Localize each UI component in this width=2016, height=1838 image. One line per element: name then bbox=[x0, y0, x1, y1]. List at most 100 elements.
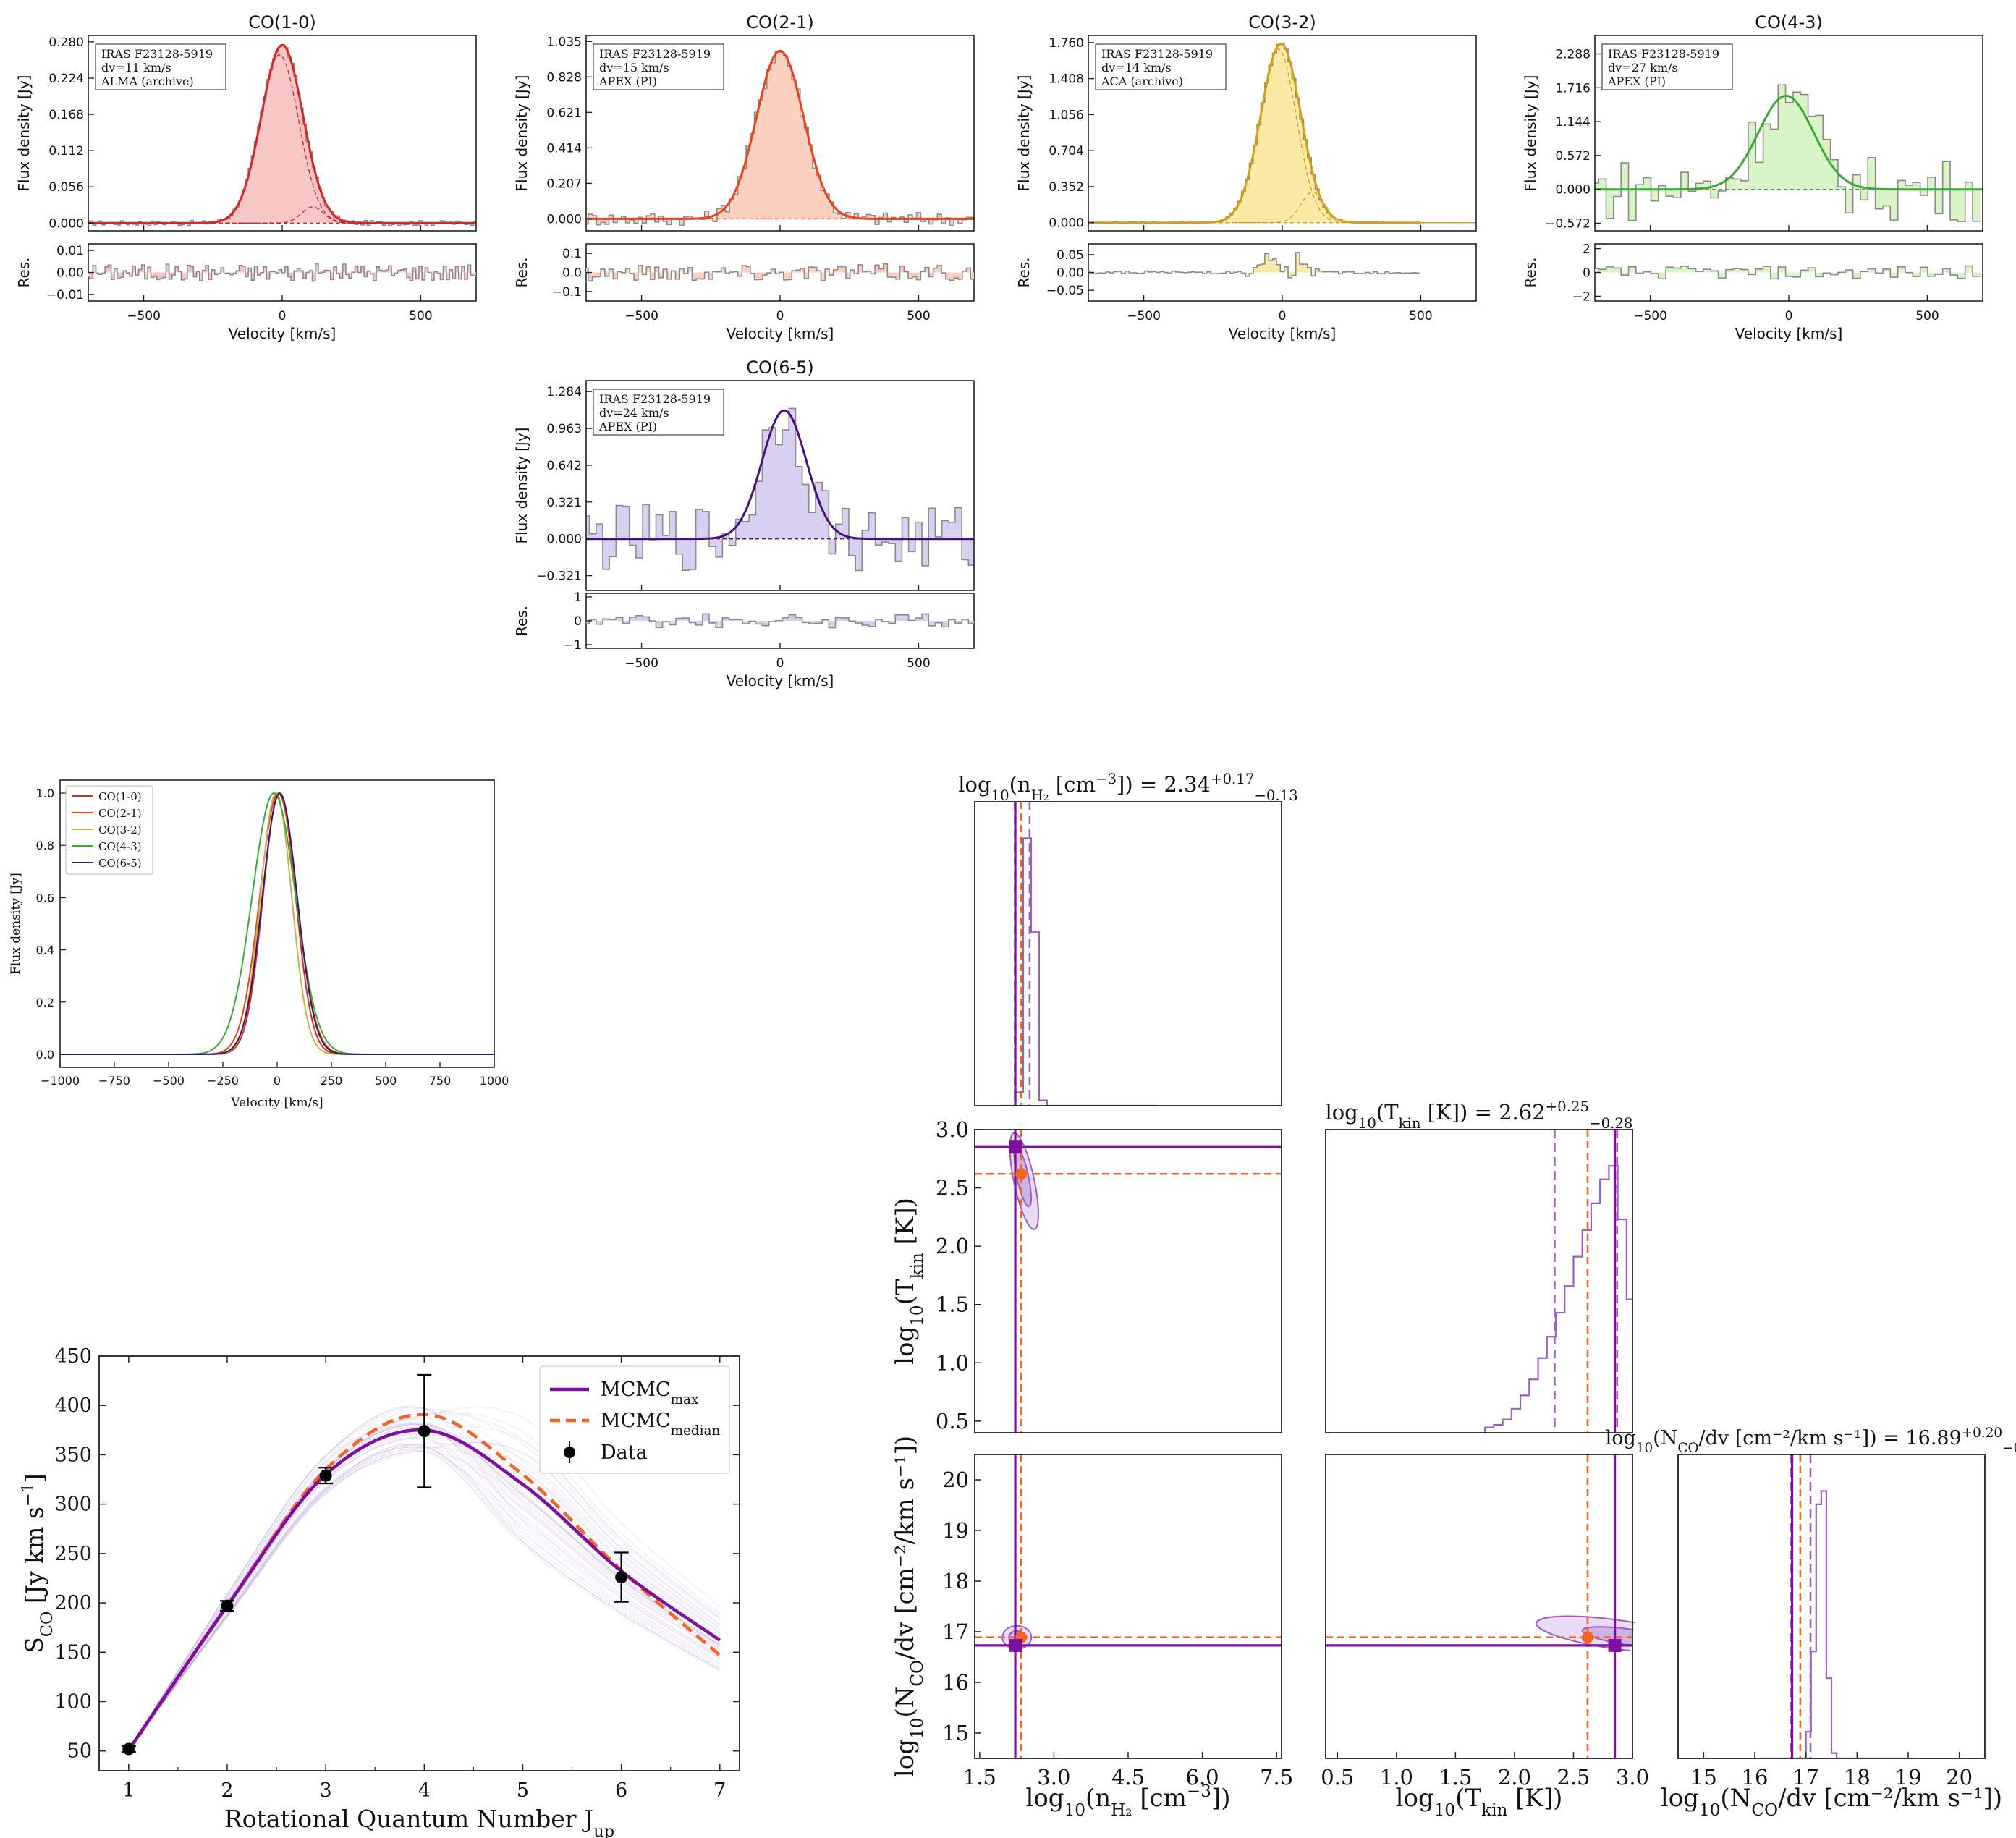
x-axis-label: Velocity [km/s] bbox=[727, 325, 834, 342]
y-tick-label: 0.828 bbox=[546, 70, 582, 85]
x-tick-label: −500 bbox=[624, 309, 658, 323]
x-tick-label: 0 bbox=[1785, 309, 1793, 323]
data-point bbox=[319, 1469, 332, 1482]
y-tick-label: 0.168 bbox=[48, 108, 84, 122]
y-tick-label: 18 bbox=[942, 1569, 969, 1593]
panel-title: CO(3-2) bbox=[1248, 12, 1316, 33]
mcmc-sample-line bbox=[128, 1433, 721, 1750]
axes-frame bbox=[1325, 1454, 1633, 1759]
res-tick-label: 0.0 bbox=[562, 266, 582, 281]
spectrum-fill bbox=[88, 44, 476, 226]
panel-title: CO(4-3) bbox=[1755, 12, 1823, 33]
info-box bbox=[1601, 43, 1733, 90]
corner-title-0: log10(nH₂ [cm−3]) = 2.34+0.17−0.13 bbox=[958, 771, 1298, 804]
x-tick-label: 17 bbox=[1792, 1765, 1819, 1790]
y-tick-label: 2.288 bbox=[1555, 48, 1591, 62]
residual-axis-label: Res. bbox=[1015, 257, 1033, 287]
y-tick-label: 15 bbox=[942, 1721, 969, 1745]
y-tick-label: 19 bbox=[942, 1518, 969, 1543]
histogram-steps bbox=[1760, 1490, 1914, 1758]
x-tick-label: −500 bbox=[1127, 309, 1161, 323]
res-tick-label: 0.00 bbox=[1056, 266, 1084, 281]
y-tick-label: 1.0 bbox=[936, 1350, 969, 1375]
x-tick-label: 6.0 bbox=[1186, 1765, 1219, 1790]
profile-line-4 bbox=[60, 792, 494, 1055]
x-tick-label: 500 bbox=[375, 1074, 397, 1088]
residual-axis-label: Res. bbox=[1522, 257, 1539, 287]
y-tick-label: 0.8 bbox=[36, 839, 54, 852]
x-tick-label: −500 bbox=[624, 656, 658, 671]
info-line: dv=11 km/s bbox=[101, 61, 171, 75]
x-tick-label: 16 bbox=[1742, 1765, 1769, 1790]
y-tick-label: 3.0 bbox=[936, 1117, 969, 1142]
corner-xlabel-0: log10(nH₂ [cm−3]) bbox=[1025, 1782, 1230, 1820]
y-tick-label: 2.0 bbox=[936, 1234, 969, 1258]
x-tick-label: 1000 bbox=[480, 1074, 509, 1088]
spectrum-panel-2: 0.000 0.352 0.704 1.056 1.408 1.760 −500 0 500 0.… bbox=[1015, 12, 1477, 342]
x-axis-label: Velocity [km/s] bbox=[230, 1096, 323, 1110]
mcmc-sample-line bbox=[128, 1441, 721, 1750]
max-marker bbox=[1009, 1140, 1022, 1154]
legend-box bbox=[539, 1365, 730, 1474]
mcmc-sample-line bbox=[128, 1437, 721, 1750]
mcmc-sample-line bbox=[128, 1444, 721, 1750]
res-tick-label: 0.00 bbox=[56, 266, 84, 281]
x-tick-label: 500 bbox=[1915, 309, 1939, 323]
x-tick-label: 18 bbox=[1844, 1765, 1871, 1790]
info-line: dv=15 km/s bbox=[599, 61, 669, 75]
y-tick-label: 0.963 bbox=[546, 422, 582, 436]
x-tick-label: −500 bbox=[153, 1074, 185, 1088]
panel-title: CO(1-0) bbox=[248, 12, 316, 33]
y-axis-label: Flux density [Jy] bbox=[15, 75, 33, 192]
info-line: APEX (PI) bbox=[598, 420, 657, 433]
y-tick-label: 1.284 bbox=[546, 385, 582, 399]
data-point bbox=[615, 1571, 628, 1584]
data-point bbox=[418, 1425, 431, 1438]
info-line: IRAS F23128-5919 bbox=[599, 392, 711, 406]
fit-total bbox=[586, 409, 974, 541]
x-tick-label: 2 bbox=[221, 1779, 233, 1802]
res-tick-label: 0 bbox=[1583, 266, 1591, 281]
res-tick-label: 1 bbox=[574, 590, 582, 605]
x-tick-label: 7.5 bbox=[1260, 1765, 1293, 1790]
corner-panel-0-0: log10(nH₂ [cm−3]) = 2.34+0.17−0.13 bbox=[958, 771, 1298, 1106]
x-tick-label: 0 bbox=[776, 656, 784, 671]
x-tick-label: −1000 bbox=[41, 1074, 80, 1088]
y-tick-label: 0.0 bbox=[36, 1048, 54, 1062]
legend-label: CO(3-2) bbox=[98, 823, 142, 837]
mcmc-sample-line bbox=[128, 1436, 721, 1750]
y-axis-label: Flux density [Jy] bbox=[1522, 75, 1539, 192]
mcmc-sample-line bbox=[128, 1447, 721, 1750]
mcmc-sample-line bbox=[128, 1447, 721, 1750]
y-tick-label: 0.112 bbox=[48, 144, 84, 158]
axes-frame bbox=[1677, 1454, 1986, 1759]
max-marker bbox=[1009, 1638, 1022, 1652]
info-line: dv=27 km/s bbox=[1608, 61, 1678, 75]
info-line: APEX (PI) bbox=[598, 75, 657, 88]
x-tick-label: 0 bbox=[274, 1074, 281, 1088]
panel-title: CO(2-1) bbox=[746, 12, 814, 33]
x-tick-label: 3.0 bbox=[1616, 1765, 1649, 1790]
y-tick-label: 0.621 bbox=[546, 106, 582, 120]
spectrum-panel-4: −0.321 0.000 0.321 0.642 0.963 1.284 −500 0 500 1… bbox=[513, 357, 975, 690]
y-axis-label: Flux density [Jy] bbox=[9, 873, 23, 975]
res-tick-label: −0.05 bbox=[1046, 284, 1084, 298]
x-tick-label: 5 bbox=[517, 1779, 529, 1802]
legend-label-data: Data bbox=[601, 1441, 648, 1464]
y-tick-label: 1.716 bbox=[1555, 81, 1591, 96]
residual-steps bbox=[586, 263, 974, 282]
y-tick-label: 0.280 bbox=[48, 35, 84, 50]
y-tick-label: 300 bbox=[54, 1494, 92, 1516]
x-tick-label: 1 bbox=[122, 1779, 135, 1802]
res-tick-label: 2 bbox=[1583, 242, 1591, 257]
x-tick-label: 500 bbox=[907, 309, 930, 323]
spectrum-steps bbox=[586, 407, 974, 572]
corner-xlabel-1: log10(Tkin [K]) bbox=[1396, 1784, 1563, 1820]
info-box bbox=[593, 43, 724, 90]
y-tick-label: 1.408 bbox=[1049, 72, 1084, 87]
info-box bbox=[593, 389, 724, 436]
res-tick-label: −0.1 bbox=[552, 285, 582, 300]
info-line: APEX (PI) bbox=[1607, 75, 1666, 88]
fit-component-0 bbox=[1088, 48, 1476, 224]
